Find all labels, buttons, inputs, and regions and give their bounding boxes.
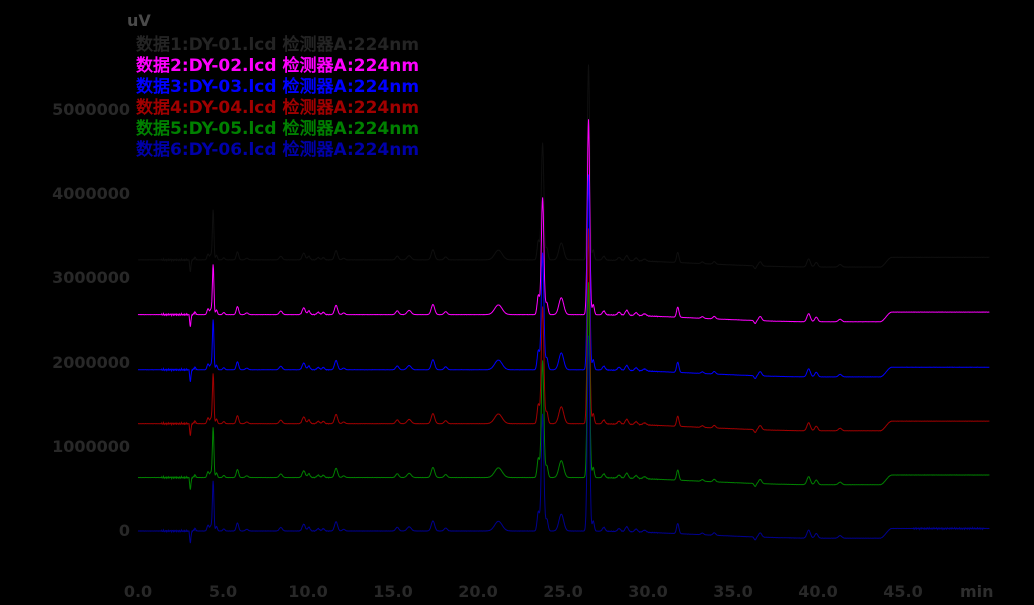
trace-dataset-5 <box>138 282 990 490</box>
x-tick-30: 30.0 <box>628 582 668 601</box>
trace-dataset-2 <box>137 119 990 327</box>
trace-dataset-1 <box>137 64 990 273</box>
x-axis-unit-label: min <box>960 582 994 601</box>
y-axis-unit-label: uV <box>127 11 151 30</box>
trace-dataset-3 <box>137 174 990 382</box>
y-tick-1000000: 1000000 <box>52 437 130 456</box>
legend: 数据1:DY-01.lcd 检测器A:224nm 数据2:DY-02.lcd 检… <box>136 35 419 161</box>
x-tick-5: 5.0 <box>208 582 238 601</box>
x-tick-25: 25.0 <box>543 582 583 601</box>
x-tick-40: 40.0 <box>798 582 838 601</box>
x-tick-10: 10.0 <box>288 582 328 601</box>
trace-dataset-4 <box>138 228 990 436</box>
y-tick-4000000: 4000000 <box>52 184 130 203</box>
y-tick-3000000: 3000000 <box>52 268 130 287</box>
legend-item-dataset-5: 数据5:DY-05.lcd 检测器A:224nm <box>136 119 420 139</box>
legend-item-dataset-3: 数据3:DY-03.lcd 检测器A:224nm <box>136 77 420 97</box>
y-tick-5000000: 5000000 <box>52 100 130 119</box>
legend-item-dataset-6: 数据6:DY-06.lcd 检测器A:224nm <box>136 140 420 160</box>
x-tick-45: 45.0 <box>883 582 923 601</box>
x-tick-0: 0.0 <box>123 582 153 601</box>
trace-dataset-6 <box>137 335 990 544</box>
y-tick-2000000: 2000000 <box>52 353 130 372</box>
x-tick-15: 15.0 <box>373 582 413 601</box>
legend-item-dataset-2: 数据2:DY-02.lcd 检测器A:224nm <box>136 56 420 76</box>
x-tick-35: 35.0 <box>713 582 753 601</box>
x-tick-20: 20.0 <box>458 582 498 601</box>
legend-item-dataset-1: 数据1:DY-01.lcd 检测器A:224nm <box>136 35 420 55</box>
legend-item-dataset-4: 数据4:DY-04.lcd 检测器A:224nm <box>136 98 420 118</box>
y-tick-0: 0 <box>118 521 130 540</box>
